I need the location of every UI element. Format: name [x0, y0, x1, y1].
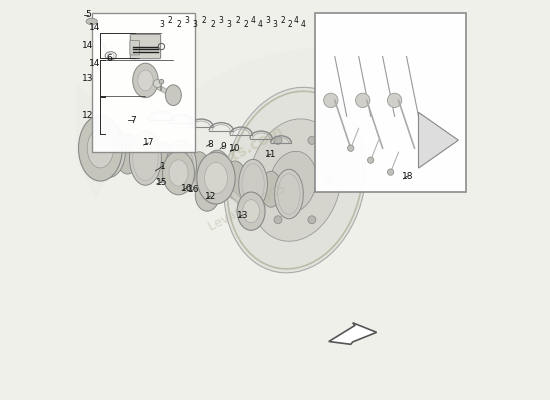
Text: 6: 6 — [106, 54, 112, 63]
Ellipse shape — [188, 152, 211, 190]
Text: 17: 17 — [142, 138, 154, 148]
Text: 11: 11 — [265, 150, 277, 159]
Text: 4: 4 — [251, 16, 256, 25]
Text: 14: 14 — [82, 41, 94, 50]
Polygon shape — [329, 323, 377, 344]
Ellipse shape — [195, 179, 219, 211]
Circle shape — [153, 80, 161, 88]
Ellipse shape — [129, 131, 161, 185]
Ellipse shape — [243, 200, 260, 223]
Text: 5: 5 — [86, 10, 91, 19]
Text: 3: 3 — [193, 20, 197, 29]
Ellipse shape — [239, 159, 267, 209]
Text: 14: 14 — [89, 23, 101, 32]
Text: 2: 2 — [280, 16, 285, 25]
Text: 2: 2 — [235, 16, 240, 25]
Text: 3: 3 — [266, 16, 270, 25]
Text: 2: 2 — [210, 20, 215, 29]
Text: 3: 3 — [218, 16, 223, 25]
Text: 14: 14 — [89, 59, 101, 68]
Circle shape — [387, 93, 402, 108]
Ellipse shape — [163, 151, 195, 195]
Circle shape — [274, 216, 282, 224]
Ellipse shape — [274, 169, 303, 219]
Text: 2: 2 — [168, 16, 173, 25]
Ellipse shape — [261, 171, 282, 207]
Ellipse shape — [166, 85, 182, 106]
Text: 12: 12 — [205, 192, 216, 200]
Circle shape — [274, 136, 282, 144]
Text: 2: 2 — [176, 20, 181, 29]
Text: 16: 16 — [188, 185, 199, 194]
Circle shape — [367, 157, 374, 163]
FancyBboxPatch shape — [315, 13, 466, 192]
Ellipse shape — [224, 161, 246, 199]
Text: 2: 2 — [202, 16, 206, 25]
Circle shape — [308, 216, 316, 224]
Circle shape — [387, 169, 394, 175]
Ellipse shape — [205, 162, 228, 194]
Polygon shape — [419, 112, 458, 168]
Ellipse shape — [237, 192, 265, 230]
Ellipse shape — [224, 87, 366, 273]
Text: 12: 12 — [82, 111, 94, 120]
Text: 3: 3 — [273, 20, 277, 29]
Ellipse shape — [270, 151, 316, 213]
Text: 4: 4 — [257, 20, 262, 29]
Text: 4: 4 — [294, 16, 299, 25]
Text: 2: 2 — [244, 20, 249, 29]
Text: 8: 8 — [207, 140, 213, 149]
FancyBboxPatch shape — [130, 34, 161, 59]
Circle shape — [257, 176, 265, 184]
Circle shape — [325, 176, 333, 184]
Circle shape — [355, 93, 370, 108]
Circle shape — [323, 93, 338, 108]
Text: 16: 16 — [181, 184, 192, 192]
Ellipse shape — [166, 140, 196, 192]
Ellipse shape — [133, 63, 158, 98]
PathPatch shape — [96, 48, 375, 212]
Text: 3: 3 — [227, 20, 232, 29]
Ellipse shape — [116, 134, 140, 174]
Text: 4: 4 — [300, 20, 305, 29]
Ellipse shape — [248, 119, 342, 241]
FancyBboxPatch shape — [92, 13, 195, 152]
Ellipse shape — [86, 18, 97, 25]
Text: 3: 3 — [184, 16, 189, 25]
Ellipse shape — [197, 152, 235, 204]
Text: Levante 1995: Levante 1995 — [206, 182, 288, 234]
Circle shape — [348, 145, 354, 151]
Text: 13: 13 — [82, 74, 94, 82]
Text: 10: 10 — [229, 144, 241, 154]
Text: 15: 15 — [156, 178, 168, 186]
Ellipse shape — [79, 115, 122, 181]
Text: 3: 3 — [159, 20, 164, 29]
Text: 13: 13 — [236, 211, 248, 220]
Circle shape — [308, 136, 316, 144]
Ellipse shape — [202, 150, 232, 202]
Text: 18: 18 — [402, 172, 413, 180]
Text: 9: 9 — [221, 142, 226, 151]
Ellipse shape — [94, 123, 125, 177]
Ellipse shape — [151, 142, 175, 182]
FancyBboxPatch shape — [130, 40, 140, 55]
Circle shape — [159, 79, 164, 84]
Ellipse shape — [138, 70, 153, 91]
Ellipse shape — [87, 128, 113, 168]
Text: 7: 7 — [130, 116, 136, 125]
Ellipse shape — [169, 160, 188, 186]
Text: 2: 2 — [288, 20, 293, 29]
Text: 1: 1 — [160, 162, 166, 171]
Text: edocparts.com: edocparts.com — [168, 124, 287, 196]
